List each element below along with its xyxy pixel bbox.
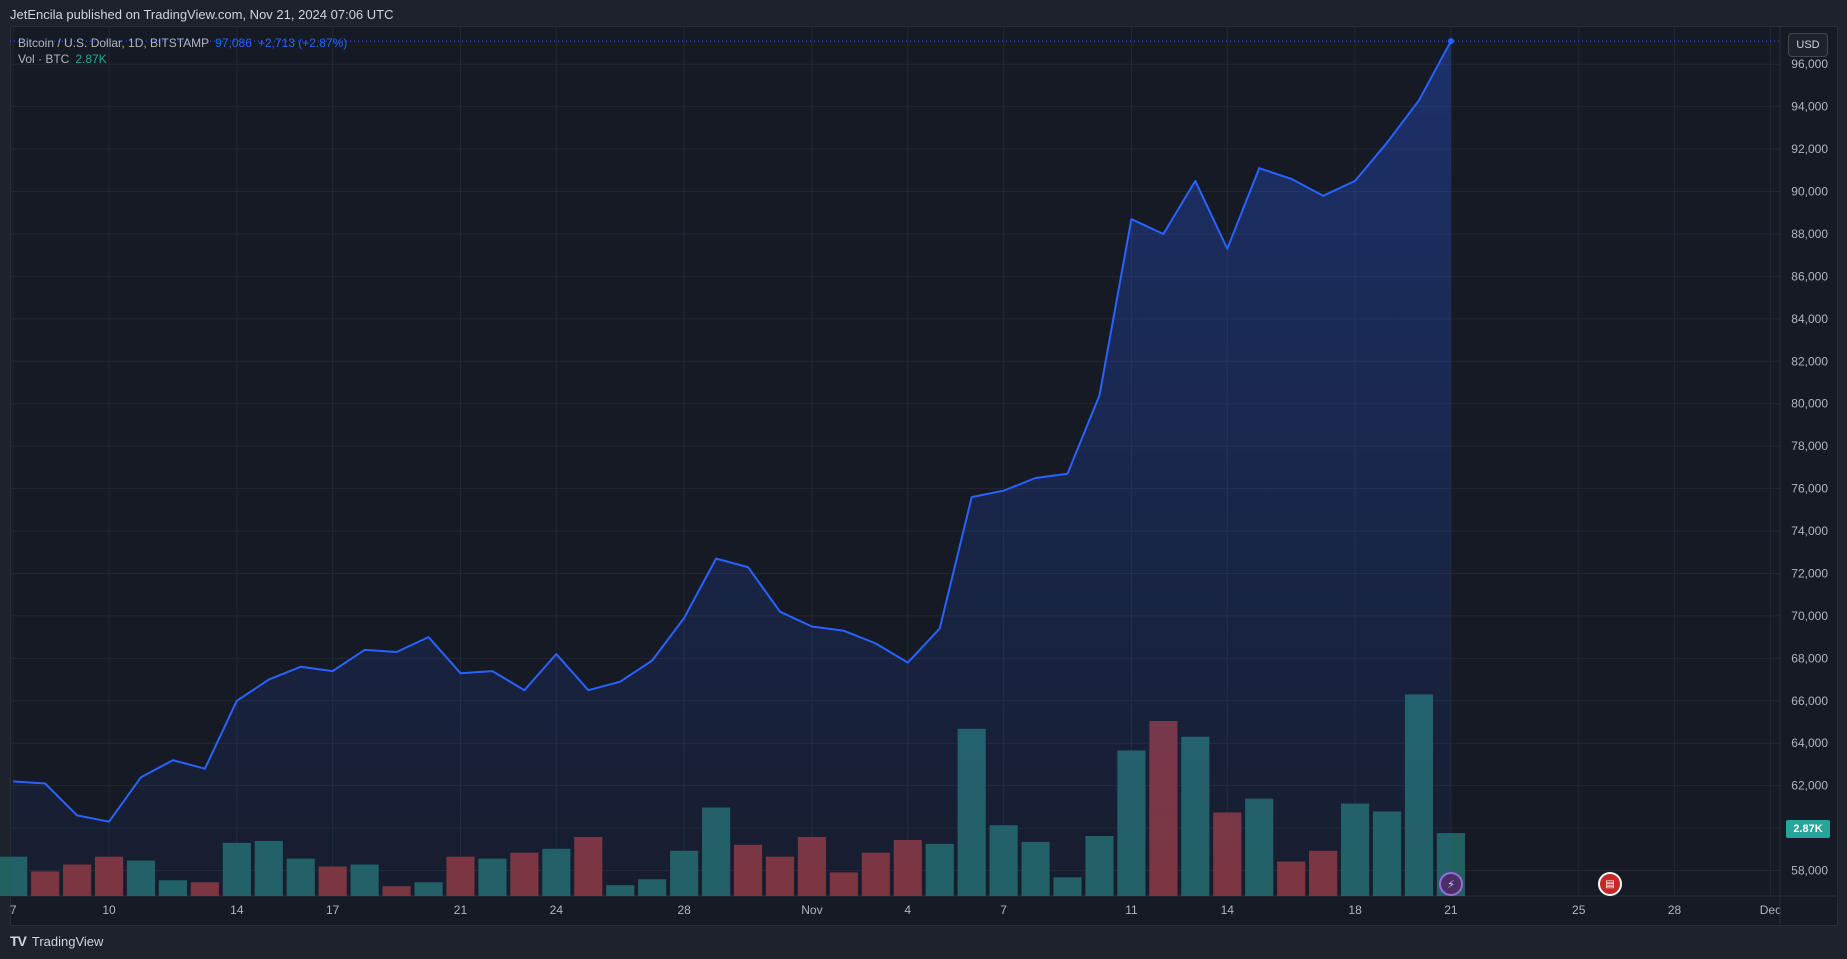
legend-volume-row: Vol · BTC 2.87K [18,51,347,67]
x-tick-label: 7 [10,903,17,917]
y-tick-label: 86,000 [1791,269,1828,283]
brand-name[interactable]: TradingView [31,933,104,949]
x-tick-label: 24 [550,903,564,917]
last-price: 97,086 [215,36,252,50]
y-tick-label: 80,000 [1791,397,1828,411]
last-price-marker [1447,38,1454,45]
volume-label[interactable]: Vol · BTC [18,52,70,66]
y-tick-label: 76,000 [1791,482,1828,496]
x-tick-label: 17 [326,903,340,917]
publish-header: JetEncila published on TradingView.com, … [10,7,394,22]
y-tick-label: 90,000 [1791,185,1828,199]
volume-value: 2.87K [75,52,107,66]
y-tick-label: 70,000 [1791,609,1828,623]
x-tick-label: 21 [454,903,468,917]
y-tick-label: 82,000 [1791,354,1828,368]
x-tick-label: 18 [1348,903,1362,917]
y-tick-label: 96,000 [1791,57,1828,71]
price-area [13,41,1451,896]
x-tick-label: 7 [1000,903,1007,917]
price-line [13,40,1452,823]
x-tick-label: 21 [1444,903,1458,917]
legend-price-row: Bitcoin / U.S. Dollar, 1D, BITSTAMP 97,0… [18,35,347,51]
x-tick-label: 14 [1221,903,1235,917]
x-tick-label: 25 [1572,903,1586,917]
bolt-icon[interactable]: ⚡ [1439,872,1463,896]
y-tick-label: 58,000 [1791,864,1828,878]
x-tick-label: Nov [801,903,822,917]
volume-axis-badge: 2.87K [1786,820,1830,838]
tradingview-logo-icon[interactable]: TV [10,933,27,949]
y-tick-label: 72,000 [1791,566,1828,580]
x-tick-label: 28 [1668,903,1682,917]
y-tick-label: 66,000 [1791,694,1828,708]
price-change: +2,713 (+2.87%) [257,36,348,50]
chart-legend: Bitcoin / U.S. Dollar, 1D, BITSTAMP 97,0… [18,35,347,67]
x-tick-label: 10 [102,903,116,917]
y-tick-label: 94,000 [1791,100,1828,114]
footer: TV TradingView [10,933,103,949]
x-tick-label: 11 [1125,903,1138,917]
y-tick-label: 64,000 [1791,736,1828,750]
y-tick-label: 78,000 [1791,439,1828,453]
y-tick-label: 92,000 [1791,142,1828,156]
y-tick-label: 68,000 [1791,651,1828,665]
currency-button[interactable]: USD [1788,33,1828,57]
us-flag-icon[interactable]: ▤ [1598,872,1622,896]
y-tick-label: 88,000 [1791,227,1828,241]
x-tick-label: 14 [230,903,244,917]
y-tick-label: 62,000 [1791,779,1828,793]
symbol-label[interactable]: Bitcoin / U.S. Dollar, 1D, BITSTAMP [18,36,210,50]
x-tick-label: Dec [1760,903,1781,917]
x-tick-label: 4 [904,903,911,917]
y-tick-label: 84,000 [1791,312,1828,326]
y-tick-label: 74,000 [1791,524,1828,538]
x-tick-label: 28 [677,903,691,917]
